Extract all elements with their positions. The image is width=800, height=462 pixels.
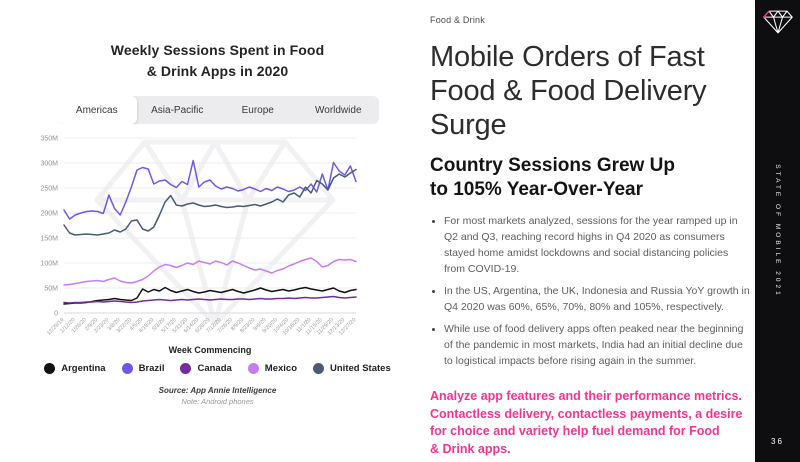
page-subtitle: Country Sessions Grew Up to 105% Year-Ov… [430, 154, 675, 200]
brazil-dot-icon [121, 363, 133, 374]
page-number: 36 [771, 437, 784, 446]
sessions-line-chart: 050M100M150M200M250M300M350M12/29/191/12… [40, 136, 357, 356]
tab-asia-pacific[interactable]: Asia-Pacific [151, 104, 204, 116]
bullet-item: In the US, Argentina, the UK, Indonesia … [444, 284, 752, 316]
category-label: Food & Drink [430, 15, 485, 25]
chart-source: Source: App Annie Intelligence [158, 386, 277, 395]
legend-label: Mexico [264, 363, 298, 374]
legend-label: United States [330, 363, 391, 374]
insight-bullets: For most markets analyzed, sessions for … [430, 214, 752, 370]
tab-worldwide[interactable]: Worldwide [315, 104, 362, 116]
vertical-brand-text: STATE OF MOBILE 2021 [774, 164, 781, 298]
svg-text:200M: 200M [40, 211, 58, 218]
united-states-dot-icon [313, 363, 325, 374]
legend-item-united-states: United States [313, 363, 391, 374]
chart-title: Weekly Sessions Spent in Food & Drink Ap… [110, 42, 325, 79]
argentina-dot-icon [44, 363, 56, 374]
legend-item-brazil: Brazil [121, 363, 165, 374]
svg-text:350M: 350M [40, 136, 58, 143]
mexico-dot-icon [247, 363, 259, 374]
tab-europe[interactable]: Europe [241, 104, 274, 116]
svg-text:250M: 250M [40, 186, 58, 193]
legend-item-mexico: Mexico [247, 363, 298, 374]
canada-dot-icon [180, 363, 192, 374]
legend-label: Canada [197, 363, 232, 374]
tab-americas[interactable]: Americas [56, 96, 137, 124]
svg-text:100M: 100M [40, 261, 58, 268]
bullet-item: For most markets analyzed, sessions for … [444, 214, 752, 278]
page-title: Mobile Orders of Fast Food & Food Delive… [430, 41, 707, 141]
legend-item-canada: Canada [180, 363, 232, 374]
chart-panel: Weekly Sessions Spent in Food & Drink Ap… [30, 40, 405, 406]
bullet-item: While use of food delivery apps often pe… [444, 322, 752, 370]
legend-label: Argentina [61, 363, 106, 374]
pink-callout: Analyze app features and their performan… [430, 388, 743, 457]
legend-label: Brazil [138, 363, 165, 374]
chart-legend: Argentina Brazil Canada Mexico United St… [30, 363, 405, 374]
legend-item-argentina: Argentina [44, 363, 106, 374]
svg-text:50M: 50M [44, 286, 58, 293]
region-tabs: Americas Asia-Pacific Europe Worldwide [56, 96, 379, 124]
svg-text:150M: 150M [40, 236, 58, 243]
brand-sidebar: STATE OF MOBILE 2021 36 [755, 0, 800, 462]
svg-text:0: 0 [54, 311, 58, 318]
content-column: Food & Drink Mobile Orders of Fast Food … [430, 0, 752, 459]
svg-text:Week Commencing: Week Commencing [169, 345, 252, 355]
diamond-logo-icon [762, 10, 793, 34]
svg-text:300M: 300M [40, 161, 58, 168]
chart-note: Note: Android phones [181, 397, 254, 406]
